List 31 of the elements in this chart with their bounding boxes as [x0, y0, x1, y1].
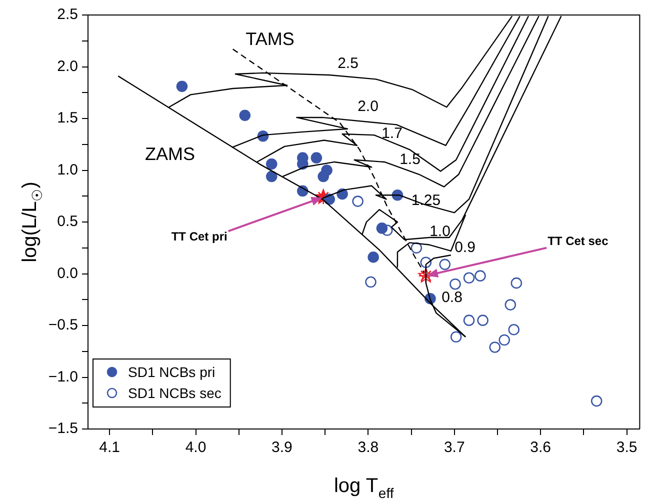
y-tick-label: 0.5 — [57, 213, 78, 230]
x-tick-label: 4.1 — [99, 439, 120, 456]
x-tick-label: 4.0 — [185, 439, 206, 456]
y-tick-label: −1.5 — [48, 420, 78, 438]
series-label: ZAMS — [144, 144, 196, 164]
y-axis-title: log(L/L☉) — [19, 182, 45, 262]
y-tick-label: 2.5 — [57, 6, 78, 24]
y-tick-label: 1.5 — [57, 110, 78, 127]
x-tick-label: 3.6 — [530, 439, 551, 456]
y-tick-label: −0.5 — [48, 316, 78, 334]
legend-label: SD1 NCBs pri — [128, 364, 216, 380]
series-label: 2.5 — [338, 55, 358, 72]
annotation: TT Cet sec — [548, 234, 609, 248]
series-label: 1.7 — [382, 125, 402, 142]
y-tick-label: −1.0 — [48, 368, 78, 386]
series-label: 1.0 — [430, 223, 450, 240]
annotation: TT Cet pri — [171, 229, 228, 244]
x-tick-label: 3.9 — [272, 439, 292, 456]
series-label: 0.9 — [454, 239, 476, 256]
series-label: 2.0 — [358, 98, 378, 116]
y-tick-label: 2.0 — [57, 58, 78, 75]
x-tick-label: 3.5 — [616, 439, 638, 456]
series-label: TAMS — [246, 28, 294, 49]
series-label: 1.25 — [411, 192, 441, 210]
series-label: 1.5 — [400, 151, 420, 168]
legend-label: SD1 NCBs sec — [128, 384, 222, 401]
x-tick-label: 3.8 — [358, 439, 379, 456]
y-tick-label: 0.0 — [57, 264, 78, 282]
y-tick-label: 1.0 — [57, 161, 78, 178]
series-label: 0.8 — [442, 289, 462, 306]
x-tick-label: 3.7 — [444, 439, 465, 456]
